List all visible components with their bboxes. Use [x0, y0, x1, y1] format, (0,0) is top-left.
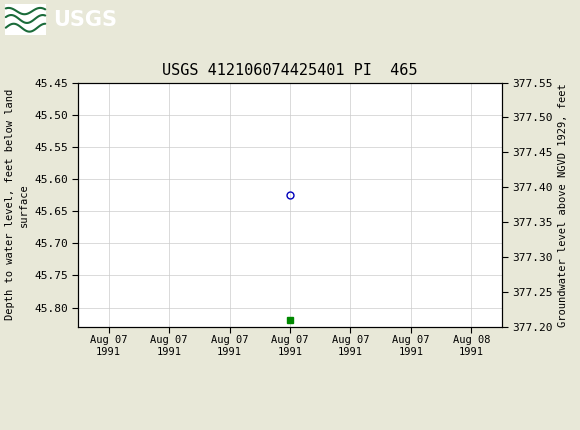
Bar: [5, 4, 46, 35]
Y-axis label: Depth to water level, feet below land
surface: Depth to water level, feet below land su…: [5, 89, 28, 320]
Text: USGS 412106074425401 PI  465: USGS 412106074425401 PI 465: [162, 63, 418, 78]
Y-axis label: Groundwater level above NGVD 1929, feet: Groundwater level above NGVD 1929, feet: [558, 83, 568, 326]
Text: USGS: USGS: [53, 10, 117, 30]
